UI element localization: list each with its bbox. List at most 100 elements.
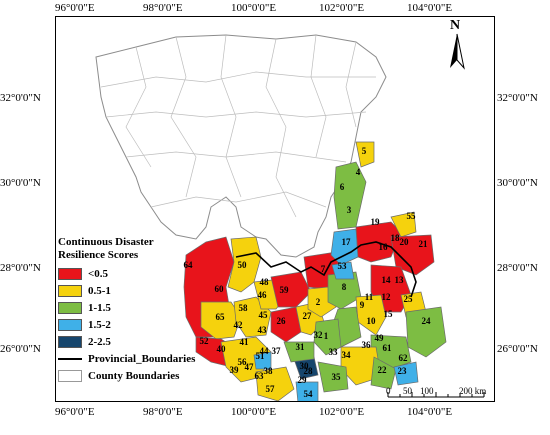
lon-label-bottom: 96°0'0"E bbox=[55, 406, 95, 418]
legend-label: 2-2.5 bbox=[88, 335, 111, 348]
county-label: 42 bbox=[234, 320, 244, 330]
county-label: 20 bbox=[400, 237, 410, 247]
county-label: 53 bbox=[338, 261, 348, 271]
county-polygon bbox=[355, 141, 375, 168]
county-label: 21 bbox=[419, 239, 429, 249]
lon-label-top: 98°0'0"E bbox=[143, 2, 183, 14]
legend-item: 0.5-1 bbox=[58, 282, 223, 299]
county-label: 9 bbox=[360, 300, 365, 310]
county-polygon bbox=[390, 234, 435, 276]
county-label: 11 bbox=[365, 292, 374, 302]
county-label: 49 bbox=[375, 333, 385, 343]
legend-title-line1: Continuous Disaster bbox=[58, 236, 154, 248]
county-polygon bbox=[393, 361, 419, 386]
county-polygon bbox=[330, 228, 359, 266]
lat-label-left: 30°0'0"N bbox=[0, 177, 41, 189]
lon-label-bottom: 100°0'0"E bbox=[231, 406, 277, 418]
county-label: 15 bbox=[384, 309, 394, 319]
lon-label-top: 102°0'0"E bbox=[319, 2, 365, 14]
county-polygon bbox=[200, 301, 242, 340]
legend-item: County Boundaries bbox=[58, 367, 223, 384]
county-polygon bbox=[295, 381, 319, 401]
county-label: 41 bbox=[240, 337, 250, 347]
scale-tick-label: 100 bbox=[420, 386, 434, 396]
lon-label-bottom: 98°0'0"E bbox=[143, 406, 183, 418]
county-label: 43 bbox=[258, 325, 268, 335]
county-label: 3 bbox=[347, 205, 352, 215]
county-label: 39 bbox=[230, 365, 240, 375]
legend-label: 0.5-1 bbox=[88, 284, 111, 297]
county-label: 23 bbox=[398, 366, 408, 376]
county-polygon bbox=[227, 236, 262, 293]
county-label: 1 bbox=[324, 331, 329, 341]
county-label: 48 bbox=[260, 277, 270, 287]
county-label: 47 bbox=[245, 362, 255, 372]
county-label: 65 bbox=[216, 312, 226, 322]
county-label: 33 bbox=[329, 347, 339, 357]
legend-item: 1.5-2 bbox=[58, 316, 223, 333]
scale-tick-label: 0 bbox=[386, 386, 391, 396]
county-label: 34 bbox=[342, 350, 352, 360]
county-label: 63 bbox=[255, 371, 265, 381]
county-label: 52 bbox=[200, 336, 210, 346]
legend-title: Continuous Disaster Resilience Scores bbox=[58, 236, 223, 262]
region-polygons bbox=[183, 141, 447, 401]
county-polygon bbox=[270, 306, 302, 343]
north-label: N bbox=[450, 18, 461, 33]
legend-item: Provincial_Boundaries bbox=[58, 350, 223, 367]
county-label: 4 bbox=[356, 167, 361, 177]
legend-label: <0.5 bbox=[88, 267, 109, 280]
legend-swatch bbox=[58, 301, 82, 314]
county-label: 7 bbox=[321, 264, 326, 274]
county-polygon bbox=[331, 261, 355, 280]
legend-label: 1-1.5 bbox=[88, 301, 111, 314]
county-label: 37 bbox=[272, 346, 282, 356]
county-label: 31 bbox=[296, 342, 306, 352]
county-label: 17 bbox=[342, 237, 352, 247]
county-label: 58 bbox=[239, 303, 249, 313]
county-label: 2 bbox=[316, 297, 321, 307]
county-label: 10 bbox=[367, 316, 377, 326]
lon-label-bottom: 102°0'0"E bbox=[319, 406, 365, 418]
county-label: 19 bbox=[371, 217, 381, 227]
legend: Continuous Disaster Resilience Scores <0… bbox=[58, 236, 223, 384]
county-label: 16 bbox=[379, 242, 389, 252]
lon-label-top: 100°0'0"E bbox=[231, 2, 277, 14]
county-polygon bbox=[253, 351, 272, 370]
scale-tick-label: 200 km bbox=[459, 386, 487, 396]
county-label: 27 bbox=[303, 311, 313, 321]
county-label: 12 bbox=[382, 292, 392, 302]
county-label: 32 bbox=[314, 330, 324, 340]
northern-county-lines bbox=[100, 34, 376, 218]
legend-title-line2: Resilience Scores bbox=[58, 249, 139, 261]
legend-swatch bbox=[58, 284, 82, 297]
county-label: 46 bbox=[258, 290, 268, 300]
county-polygon bbox=[317, 361, 349, 393]
legend-swatch bbox=[58, 267, 82, 280]
county-label: 56 bbox=[238, 357, 248, 367]
county-label: 30 bbox=[300, 361, 310, 371]
county-label: 22 bbox=[378, 365, 388, 375]
legend-item: 2-2.5 bbox=[58, 333, 223, 350]
legend-item: 1-1.5 bbox=[58, 299, 223, 316]
county-label: 26 bbox=[277, 316, 287, 326]
county-label: 45 bbox=[259, 310, 269, 320]
county-label: 64 bbox=[184, 260, 194, 270]
lon-label-bottom: 104°0'0"E bbox=[407, 406, 453, 418]
lat-label-left: 32°0'0"N bbox=[0, 92, 41, 104]
legend-label: 1.5-2 bbox=[88, 318, 111, 331]
county-box-swatch bbox=[58, 369, 82, 382]
north-arrow-icon bbox=[450, 33, 465, 70]
county-label: 14 bbox=[382, 275, 392, 285]
county-label: 62 bbox=[399, 353, 409, 363]
county-polygon bbox=[333, 161, 367, 230]
lat-label-right: 30°0'0"N bbox=[497, 177, 538, 189]
county-label: 13 bbox=[395, 275, 405, 285]
county-label: 61 bbox=[383, 343, 393, 353]
lat-label-left: 26°0'0"N bbox=[0, 343, 41, 355]
county-label: 24 bbox=[422, 316, 432, 326]
county-label: 38 bbox=[264, 366, 274, 376]
county-label: 8 bbox=[342, 282, 347, 292]
